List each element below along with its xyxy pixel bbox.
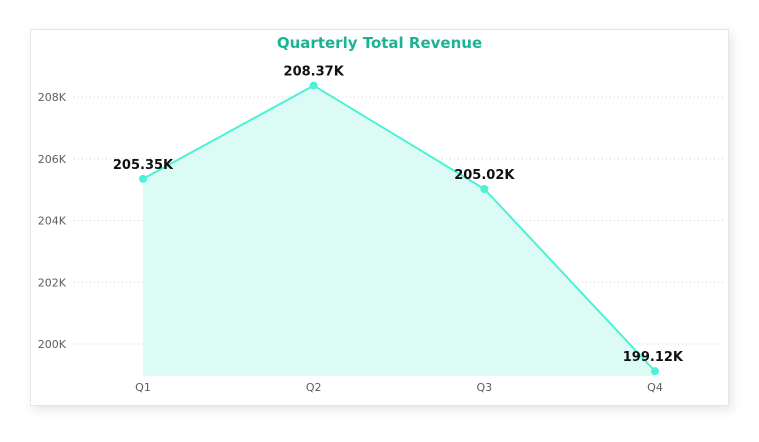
data-point [651,367,659,376]
y-tick-label: 206K [38,153,67,166]
x-tick-label: Q2 [306,381,322,394]
data-label: 199.12K [623,350,684,365]
revenue-series [139,81,659,377]
data-label: 205.35K [113,158,174,173]
x-tick-label: Q1 [135,381,151,394]
y-tick-label: 200K [38,338,67,351]
y-tick-label: 208K [38,91,67,104]
x-tick-label: Q3 [476,381,492,394]
y-tick-label: 202K [38,276,67,289]
data-point [480,185,489,194]
data-label: 208.37K [284,65,345,80]
y-tick-label: 204K [38,215,67,228]
y-axis: 200K 202K 204K 206K 208K [38,91,67,351]
series-line [142,84,656,372]
data-point [139,174,147,183]
x-tick-label: Q4 [647,381,663,394]
area-fill [143,85,655,377]
data-labels: 205.35K 208.37K 205.02K 199.12K [113,65,684,366]
data-label: 205.02K [454,168,515,183]
data-point [309,81,318,90]
chart-title: Quarterly Total Revenue [276,34,483,52]
x-axis: Q1 Q2 Q3 Q4 [135,381,663,394]
